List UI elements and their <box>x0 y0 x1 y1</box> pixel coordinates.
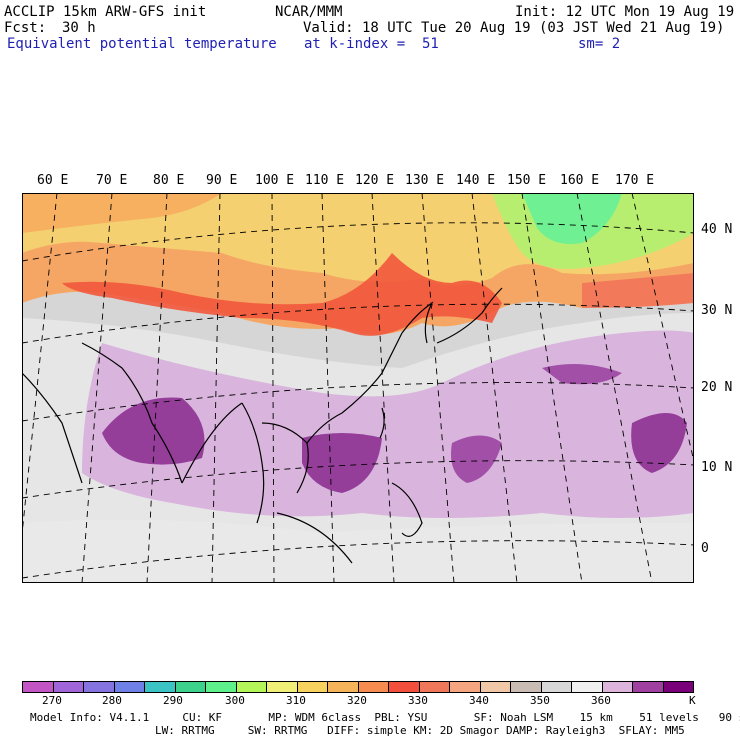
coastlines <box>22 287 503 564</box>
coast-borneo <box>276 512 353 564</box>
colorbar-segment-6 <box>206 682 237 692</box>
lat-label-10n: 10 N <box>701 460 733 475</box>
colorbar-segment-3 <box>114 682 145 692</box>
coast-india-west <box>81 342 183 484</box>
model-title: ACCLIP 15km ARW-GFS init <box>4 4 207 20</box>
org-label: NCAR/MMM <box>275 4 343 20</box>
lon-label-170e: 170 E <box>615 173 655 188</box>
colorbar <box>22 681 694 693</box>
lon-label-160e: 160 E <box>560 173 600 188</box>
init-time: Init: 12 UTC Mon 19 Aug 19 <box>515 4 735 20</box>
colorbar-segment-20 <box>633 682 664 692</box>
colorbar-unit: K <box>689 694 696 707</box>
lon-label-150e: 150 E <box>507 173 547 188</box>
colorbar-segment-2 <box>84 682 115 692</box>
colorbar-segment-5 <box>175 682 206 692</box>
colorbar-label-320: 320 <box>347 694 367 707</box>
colorbar-segment-17 <box>541 682 572 692</box>
colorbar-segment-7 <box>236 682 267 692</box>
lon-label-120e: 120 E <box>355 173 395 188</box>
colorbar-segment-0 <box>23 682 54 692</box>
colorbar-segment-18 <box>572 682 603 692</box>
colorbar-segment-11 <box>358 682 389 692</box>
coast-philippines <box>391 482 423 537</box>
forecast-label: Fcst: <box>4 20 47 36</box>
colorbar-segment-15 <box>480 682 511 692</box>
graticule <box>22 193 694 583</box>
moist-core-south-china-sea <box>302 433 382 493</box>
colorbar-label-360: 360 <box>591 694 611 707</box>
lat-label-20n: 20 N <box>701 380 733 395</box>
warm-band-west <box>22 193 222 233</box>
colorbar-segment-13 <box>419 682 450 692</box>
colorbar-segment-8 <box>267 682 298 692</box>
coast-india-east <box>181 402 243 484</box>
colorbar-segment-16 <box>511 682 542 692</box>
lon-label-110e: 110 E <box>305 173 345 188</box>
colorbar-segment-9 <box>297 682 328 692</box>
moist-core-philippine-sea <box>451 435 502 483</box>
colorbar-segment-14 <box>450 682 481 692</box>
coast-korea <box>401 301 434 344</box>
lon-label-140e: 140 E <box>456 173 496 188</box>
colorbar-label-290: 290 <box>163 694 183 707</box>
model-info-line2: LW: RRTMG SW: RRTMG DIFF: simple KM: 2D … <box>155 724 685 737</box>
colorbar-segment-4 <box>145 682 176 692</box>
high-theta-ridge <box>62 253 502 336</box>
colorbar-segment-21 <box>663 682 693 692</box>
colorbar-label-350: 350 <box>530 694 550 707</box>
lat-label-equator: 0 <box>701 541 709 556</box>
coast-arabia <box>22 372 83 484</box>
high-theta-east <box>582 273 694 308</box>
colorbar-label-340: 340 <box>469 694 489 707</box>
colorbar-label-270: 270 <box>42 694 62 707</box>
moist-core-west-pacific <box>631 413 687 473</box>
lat-label-40n: 40 N <box>701 222 733 237</box>
coast-taiwan <box>379 407 385 439</box>
colorbar-label-280: 280 <box>102 694 122 707</box>
forecast-hour: 30 h <box>62 20 96 36</box>
lon-label-90e: 90 E <box>206 173 238 188</box>
colorbar-segment-1 <box>53 682 84 692</box>
coast-indochina-west <box>241 402 265 524</box>
lon-label-70e: 70 E <box>96 173 128 188</box>
smoothing-value: sm= 2 <box>578 36 621 52</box>
lon-label-60e: 60 E <box>37 173 69 188</box>
valid-time: Valid: 18 UTC Tue 20 Aug 19 (03 JST Wed … <box>303 20 725 36</box>
colorbar-label-300: 300 <box>225 694 245 707</box>
coast-china <box>306 332 403 444</box>
equatorial-band <box>22 519 694 583</box>
lon-label-100e: 100 E <box>255 173 295 188</box>
moist-core-north-pacific <box>542 364 622 385</box>
colorbar-segment-19 <box>602 682 633 692</box>
level-index: at k-index = 51 <box>304 36 439 52</box>
moist-band-light-purple <box>82 330 694 518</box>
coast-japan <box>436 287 503 344</box>
map-frame <box>22 193 694 583</box>
lon-label-130e: 130 E <box>405 173 445 188</box>
lat-label-30n: 30 N <box>701 303 733 318</box>
colorbar-label-310: 310 <box>286 694 306 707</box>
cool-region-teal <box>522 193 622 244</box>
lon-label-80e: 80 E <box>153 173 185 188</box>
meridian-160e <box>576 193 653 583</box>
colorbar-segment-12 <box>389 682 420 692</box>
moist-core-bay-of-bengal <box>102 397 205 465</box>
theta-e-map <box>22 193 694 583</box>
colorbar-label-330: 330 <box>408 694 428 707</box>
model-info-line1: Model Info: V4.1.1 CU: KF MP: WDM 6class… <box>30 711 740 724</box>
field-name: Equivalent potential temperature <box>7 36 277 52</box>
colorbar-segment-10 <box>328 682 359 692</box>
meridian-170e <box>631 193 694 464</box>
